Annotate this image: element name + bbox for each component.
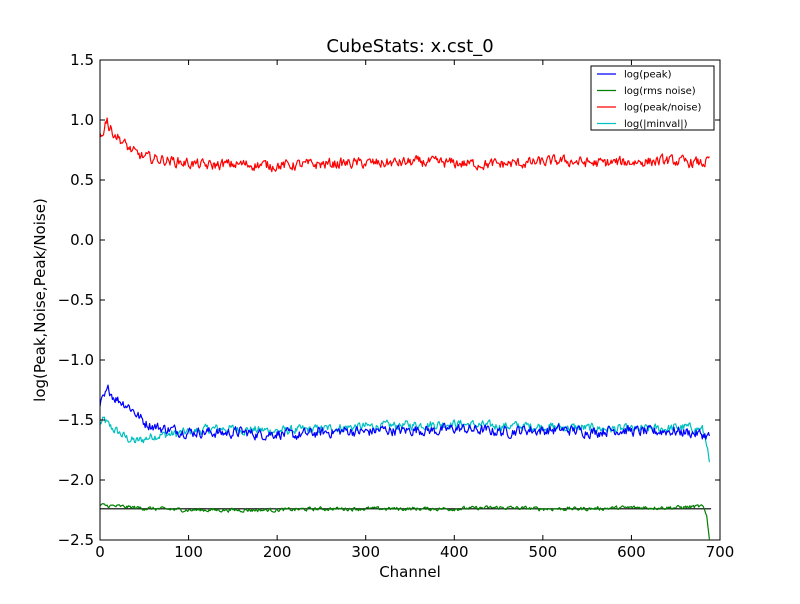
series-line-log-rms-noise xyxy=(99,503,710,540)
y-tick-label: 0.0 xyxy=(70,231,94,249)
legend: log(peak) log(rms noise) log(peak/noise) lo… xyxy=(590,65,715,131)
y-tick-label: −2.5 xyxy=(58,531,94,549)
y-tick-label: −1.5 xyxy=(58,411,94,429)
legend-box xyxy=(590,65,715,131)
x-tick-label: 0 xyxy=(95,543,105,561)
y-tick-label: −0.5 xyxy=(58,291,94,309)
series-layer xyxy=(99,117,712,540)
x-tick-label: 100 xyxy=(174,543,203,561)
y-tick-label: −2.0 xyxy=(58,471,94,489)
chart-title: CubeStats: x.cst_0 xyxy=(326,36,493,57)
x-tick-label: 500 xyxy=(529,543,558,561)
series-line-log-peak xyxy=(99,384,710,441)
y-tick-label: −1.0 xyxy=(58,351,94,369)
tick-layer: 0 100 200 300 400 500 600 700 1.5 1.0 0.5 0.0 −0.5 −1… xyxy=(58,51,735,561)
y-tick-label: 1.5 xyxy=(70,51,94,69)
legend-label: log(peak) xyxy=(624,70,672,81)
x-tick-label: 200 xyxy=(263,543,292,561)
x-tick-label: 600 xyxy=(617,543,646,561)
legend-label: log(|minval|) xyxy=(624,119,688,130)
series-line-log-peak-noise xyxy=(99,117,710,173)
x-tick-label: 300 xyxy=(351,543,380,561)
plot-area xyxy=(100,60,720,540)
y-axis-label: log(Peak,Noise,Peak/Noise) xyxy=(31,198,49,402)
legend-label: log(rms noise) xyxy=(624,86,696,97)
legend-label: log(peak/noise) xyxy=(624,103,702,114)
x-tick-label: 700 xyxy=(706,543,735,561)
y-tick-label: 0.5 xyxy=(70,171,94,189)
x-axis-label: Channel xyxy=(379,563,441,581)
x-tick-label: 400 xyxy=(440,543,469,561)
y-tick-label: 1.0 xyxy=(70,111,94,129)
